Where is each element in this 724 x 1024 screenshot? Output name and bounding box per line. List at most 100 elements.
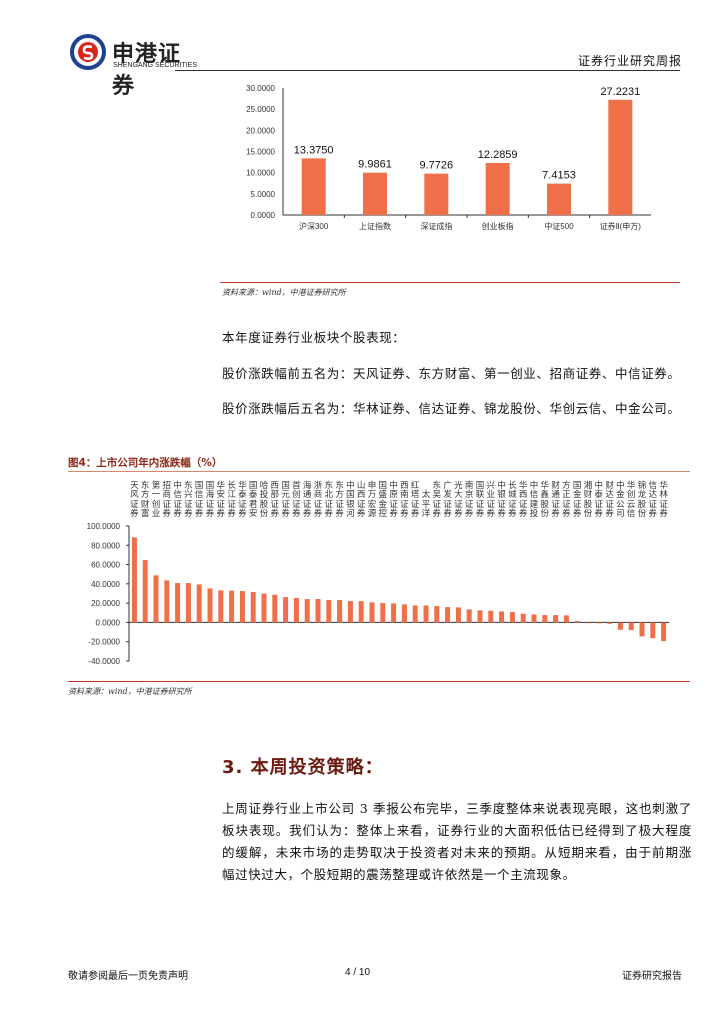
bar: [466, 609, 472, 623]
bar: [369, 602, 375, 623]
company-label: 国信证券: [194, 480, 204, 520]
company-label: 中信建投: [529, 480, 539, 520]
source-divider-1: [220, 282, 680, 283]
company-label: 国盛金控: [378, 480, 388, 520]
company-label: 华创云信: [626, 480, 636, 520]
y-tick-label: 10.0000: [246, 169, 275, 178]
company-label: 首创证券: [292, 480, 301, 520]
company-label: 锦龙股份: [637, 480, 647, 520]
y-tick-label: 25.0000: [246, 105, 275, 114]
y-tick-label: 30.0000: [246, 84, 275, 93]
bar: [164, 580, 170, 623]
bar: [218, 590, 224, 623]
company-label: 浙商证券: [313, 480, 323, 520]
bar: [585, 622, 591, 624]
data-label: 9.9861: [358, 159, 392, 171]
bar: [608, 99, 633, 215]
x-tick-label: 上证指数: [359, 221, 391, 231]
company-label: 哈投股份: [259, 480, 269, 520]
company-label: 天风证券: [130, 480, 139, 520]
logo-emblem-icon: [70, 34, 106, 70]
bar: [607, 622, 613, 624]
bar: [424, 173, 449, 215]
x-tick-label: 沪深300: [299, 221, 329, 231]
bar: [337, 600, 343, 623]
company-label: 国联证券: [475, 480, 485, 520]
bar: [207, 588, 213, 623]
company-label: 红塔证券: [410, 480, 420, 520]
data-label: 12.2859: [478, 149, 518, 161]
company-label: 华西证券: [518, 480, 528, 520]
company-label: 西部证券: [270, 480, 280, 520]
company-label: 财达证券: [605, 480, 614, 520]
bar: [563, 615, 569, 623]
bar: [315, 599, 321, 623]
company-label: 华林证券: [659, 480, 668, 520]
company-label: 山西证券: [356, 480, 366, 520]
x-tick-label: 创业板指: [482, 221, 514, 231]
bar: [531, 614, 537, 623]
company-label: 广发证券: [443, 480, 452, 520]
bar: [131, 537, 137, 623]
page-number: 4 / 10: [345, 967, 371, 978]
y-tick-label: 5.0000: [251, 190, 276, 199]
chart2-source: 资料来源：wind，中港证券研究所: [68, 687, 192, 696]
company-label: 中原证券: [389, 480, 398, 520]
company-labels: 天风证券 东方财富 第一创业 招商证券 中信证券 东兴证券 国信证券 国海证券 华安证券 长江证券…: [0, 480, 724, 522]
company-label: 国泰君安: [248, 480, 258, 520]
report-type: 证券行业研究周报: [577, 54, 682, 68]
bar: [347, 601, 353, 623]
bar: [455, 607, 461, 623]
company-logo: 申港证券 SHENGANG SECURITIES: [70, 34, 200, 99]
bar: [553, 615, 559, 623]
bar: [363, 172, 387, 215]
bar: [547, 183, 571, 215]
company-label: 长江证券: [227, 480, 236, 520]
company-label: 中泰证券: [594, 480, 604, 520]
bar: [650, 622, 656, 639]
bar: [391, 603, 397, 623]
bar: [499, 611, 505, 623]
company-label: 中信证券: [173, 480, 182, 520]
bar: [142, 560, 148, 623]
bar: [596, 622, 602, 624]
company-label: 国元证券: [281, 480, 290, 520]
bar: [412, 605, 418, 623]
y-tick-label: -20.0000: [88, 638, 120, 647]
company-label: 东兴证券: [184, 480, 193, 520]
section-3-body: 上周证券行业上市公司 3 季报公布完毕，三季度整体来说表现亮眼，这也刺激了板块表…: [222, 801, 692, 882]
company-label: 华泰证券: [238, 480, 247, 520]
company-label: 南京证券: [464, 480, 474, 520]
paragraph-bottom5: 股价涨跌幅后五名为：华林证券、信达证券、锦龙股份、华创云信、中金公司。: [222, 401, 681, 416]
company-label: 国海证券: [205, 480, 215, 520]
data-label: 7.4153: [542, 170, 576, 182]
y-tick-label: 60.0000: [91, 561, 120, 570]
company-label: 方正证券: [562, 480, 571, 520]
bar: [639, 622, 645, 637]
company-label: 第一创业: [151, 480, 161, 520]
bar: [401, 604, 407, 623]
bar: [283, 597, 289, 623]
bar: [434, 606, 440, 623]
company-label: 华鑫股份: [540, 480, 550, 520]
company-change-chart: -40.0000 -20.0000 0.0000 20.0000 40.0000 60.0…: [87, 522, 669, 666]
bar: [509, 612, 515, 623]
data-label: 27.2231: [600, 86, 640, 98]
x-tick-label: 深证成指: [420, 221, 452, 231]
y-tick-label: 20.0000: [246, 126, 275, 135]
logo-text-en: SHENGANG SECURITIES: [113, 62, 198, 69]
bar: [326, 600, 332, 623]
bar: [229, 590, 235, 623]
chart1-source: 资料来源：wind，中港证券研究所: [222, 288, 346, 297]
source-divider-2: [68, 681, 690, 682]
company-label: 太平洋: [421, 490, 431, 520]
bar: [304, 599, 310, 623]
figure4-divider: [68, 471, 690, 472]
bar: [250, 592, 256, 623]
bar: [520, 613, 526, 623]
bar: [542, 615, 548, 623]
company-label: 招商证券: [162, 480, 172, 520]
bar: [477, 610, 483, 623]
bar: [175, 583, 181, 623]
x-tick-label: 证券Ⅱ(申万): [600, 221, 642, 231]
